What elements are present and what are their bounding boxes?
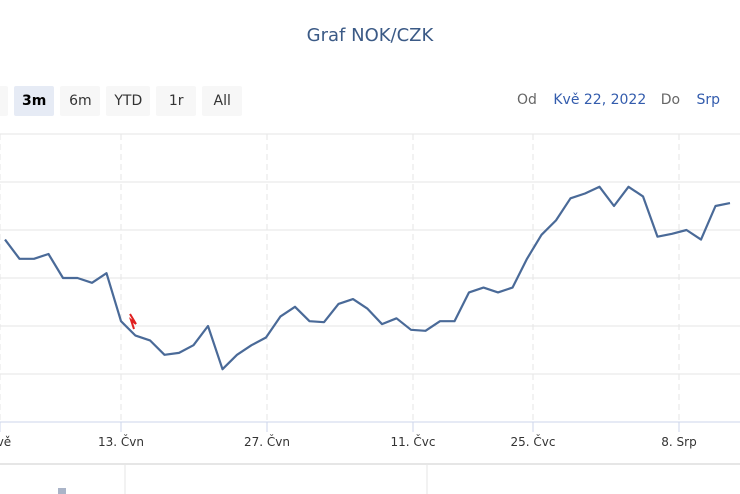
- x-axis-ticks: Kvě 13. Čvn 27. Čvn 11. Čvc 25. Čvc 8. Srp: [0, 422, 697, 449]
- x-tick-label: 13. Čvn: [98, 434, 144, 449]
- from-label: Od: [517, 92, 537, 108]
- x-tick-label: 11. Čvc: [391, 434, 436, 449]
- to-label: Do: [660, 92, 681, 108]
- range-button-1m[interactable]: n: [0, 86, 8, 116]
- x-tick-label: 8. Srp: [661, 435, 696, 449]
- x-tick-label: 27. Čvn: [244, 434, 290, 449]
- x-tick-label: 25. Čvc: [511, 434, 556, 449]
- to-date-input[interactable]: Srp: [696, 92, 721, 108]
- range-button-all[interactable]: All: [202, 86, 243, 116]
- navigator-handle[interactable]: [58, 488, 66, 494]
- grid: [0, 133, 740, 422]
- from-date-input[interactable]: Kvě 22, 2022: [553, 92, 647, 108]
- annotation-mark: [128, 313, 137, 330]
- range-selector: n 3m 6m YTD 1r All: [0, 86, 243, 116]
- series-line: [4, 185, 731, 371]
- range-button-3m[interactable]: 3m: [14, 86, 55, 116]
- chart-title: Graf NOK/CZK: [306, 25, 434, 46]
- range-button-6m[interactable]: 6m: [60, 86, 101, 116]
- date-range-inputs: Od Kvě 22, 2022 Do Srp: [517, 92, 720, 108]
- range-button-ytd[interactable]: YTD: [106, 86, 151, 116]
- x-tick-label: Kvě: [0, 435, 11, 449]
- range-button-1y[interactable]: 1r: [156, 86, 197, 116]
